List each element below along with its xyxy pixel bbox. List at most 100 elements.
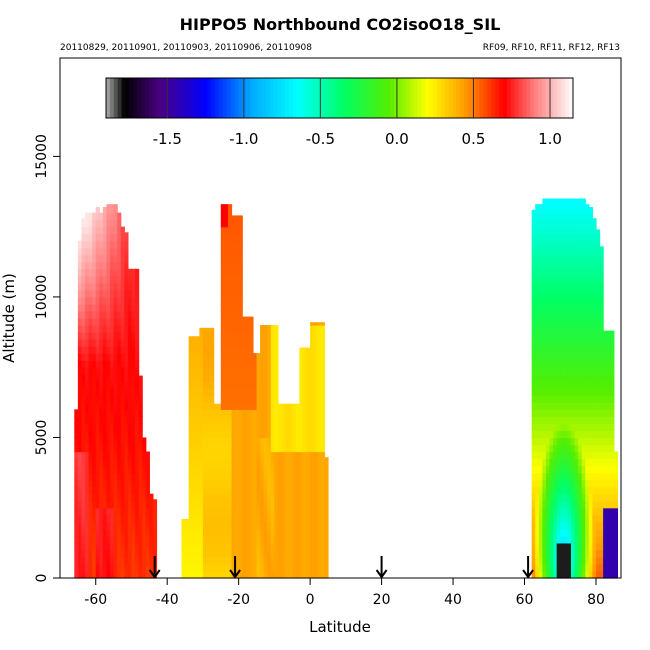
- heatmap-cell: [249, 416, 254, 425]
- heatmap-cell: [588, 542, 594, 551]
- heatmap-cell: [242, 486, 247, 495]
- heatmap-cell: [574, 500, 579, 509]
- heatmap-cell: [245, 402, 250, 410]
- heatmap-cell: [231, 521, 236, 530]
- heatmap-cell: [249, 318, 254, 326]
- heatmap-cell: [578, 430, 583, 439]
- heatmap-cell: [581, 233, 586, 242]
- heatmap-cell: [117, 472, 122, 481]
- heatmap-cell: [538, 395, 543, 403]
- heatmap-cell: [578, 303, 583, 312]
- heatmap-cell: [77, 261, 83, 270]
- heatmap-cell: [549, 388, 554, 396]
- heatmap-cell: [270, 563, 275, 572]
- heatmap-cell: [102, 493, 108, 502]
- heatmap-cell: [227, 240, 233, 249]
- heatmap-cell: [542, 444, 547, 453]
- heatmap-cell: [102, 521, 108, 530]
- heatmap-cell: [213, 409, 218, 417]
- heatmap-cell: [202, 570, 208, 579]
- heatmap-cell: [102, 444, 108, 453]
- heatmap-cell: [199, 472, 204, 481]
- heatmap-cell: [88, 360, 93, 368]
- heatmap-cell: [545, 500, 551, 509]
- heatmap-cell: [95, 570, 100, 579]
- heatmap-cell: [538, 360, 543, 368]
- heatmap-cell: [138, 563, 143, 572]
- heatmap-cell: [574, 409, 579, 417]
- heatmap-cell: [188, 528, 193, 537]
- heatmap-cell: [235, 318, 240, 326]
- heatmap-cell: [542, 458, 547, 467]
- heatmap-cell: [581, 318, 586, 326]
- heatmap-cell: [570, 212, 576, 221]
- heatmap-cell: [299, 381, 304, 389]
- heatmap-cell: [202, 430, 208, 439]
- heatmap-cell: [188, 465, 193, 474]
- heatmap-cell: [310, 322, 315, 326]
- heatmap-cell: [263, 332, 268, 340]
- heatmap-cell: [560, 254, 565, 263]
- heatmap-cell: [553, 423, 558, 432]
- heatmap-cell: [270, 479, 275, 488]
- heatmap-cell: [185, 570, 190, 579]
- heatmap-cell: [124, 521, 129, 530]
- heatmap-cell: [260, 507, 265, 516]
- heatmap-cell: [106, 388, 111, 396]
- heatmap-cell: [588, 332, 594, 340]
- heatmap-cell: [224, 325, 229, 333]
- heatmap-cell: [302, 423, 308, 432]
- heatmap-cell: [560, 318, 565, 326]
- heatmap-cell: [553, 198, 558, 207]
- heatmap-cell: [288, 528, 293, 537]
- heatmap-cell: [567, 226, 572, 235]
- heatmap-cell: [217, 521, 222, 530]
- heatmap-cell: [277, 416, 283, 425]
- heatmap-cell: [585, 388, 590, 396]
- heatmap-cell: [102, 206, 108, 214]
- heatmap-cell: [317, 395, 322, 403]
- heatmap-cell: [310, 556, 315, 565]
- heatmap-cell: [206, 346, 211, 354]
- heatmap-cell: [595, 325, 601, 333]
- heatmap-cell: [188, 437, 193, 446]
- heatmap-cell: [606, 430, 611, 439]
- heatmap-cell: [213, 549, 218, 558]
- heatmap-cell: [235, 486, 240, 495]
- heatmap-cell: [295, 444, 300, 453]
- heatmap-cell: [585, 303, 590, 312]
- heatmap-cell: [545, 549, 551, 558]
- heatmap-cell: [556, 458, 561, 467]
- heatmap-cell: [535, 247, 540, 256]
- heatmap-cell: [535, 437, 540, 446]
- heatmap-cell: [592, 465, 597, 474]
- heatmap-cell: [288, 416, 293, 425]
- heatmap-cell: [563, 247, 568, 256]
- heatmap-cell: [542, 493, 547, 502]
- heatmap-cell: [124, 409, 129, 417]
- heatmap-cell: [92, 542, 97, 551]
- heatmap-cell: [553, 310, 558, 319]
- heatmap-cell: [581, 549, 586, 558]
- colorbar-swatch: [125, 78, 130, 118]
- heatmap-cell: [74, 458, 79, 467]
- heatmap-cell: [317, 430, 322, 439]
- heatmap-cell: [588, 226, 594, 235]
- heatmap-cell: [102, 416, 108, 425]
- heatmap-cell: [95, 353, 100, 361]
- heatmap-cell: [542, 353, 547, 361]
- heatmap-cell: [567, 409, 572, 417]
- heatmap-cell: [124, 381, 129, 389]
- heatmap-cell: [560, 353, 565, 361]
- heatmap-cell: [224, 388, 229, 396]
- heatmap-cell: [549, 430, 554, 439]
- heatmap-cell: [281, 458, 286, 467]
- heatmap-cell: [120, 367, 125, 375]
- heatmap-cell: [585, 521, 590, 530]
- heatmap-cell: [306, 395, 311, 403]
- heatmap-cell: [545, 205, 551, 214]
- heatmap-cell: [531, 395, 536, 403]
- heatmap-cell: [81, 514, 86, 523]
- heatmap-cell: [235, 296, 240, 305]
- heatmap-cell: [270, 402, 275, 410]
